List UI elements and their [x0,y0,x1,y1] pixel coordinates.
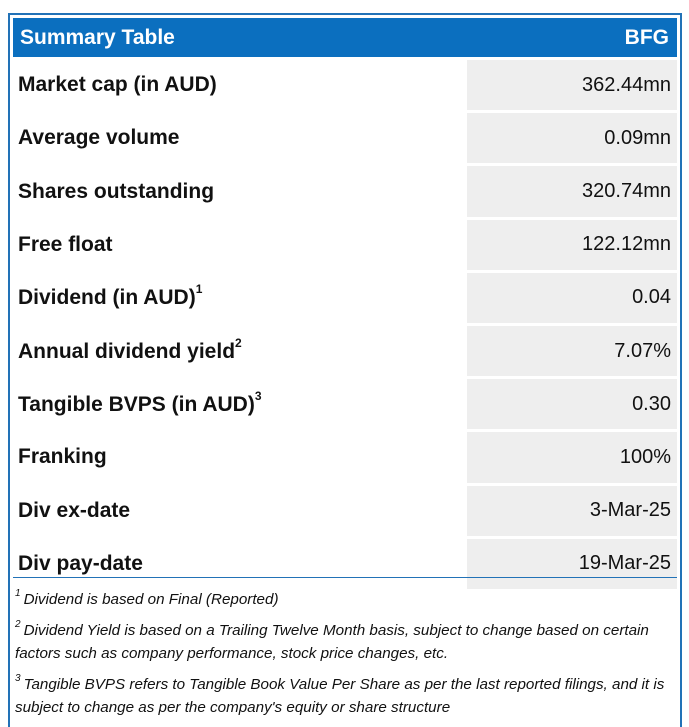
row-value: 3-Mar-25 [467,485,677,536]
row-label: Market cap (in AUD) [13,73,460,97]
summary-table: Summary Table BFG Market cap (in AUD) 36… [8,13,682,727]
footnote-marker: 1 [195,282,203,297]
table-row: Shares outstanding 320.74mn [13,166,677,217]
row-label: Div pay-date [13,552,460,576]
row-label-text: Div ex-date [18,498,131,522]
row-label: Dividend (in AUD)1 [13,282,460,310]
footnote-text: Dividend is based on Final (Reported) [23,591,279,609]
row-value: 0.30 [467,379,677,430]
row-label-text: Shares outstanding [18,179,215,203]
ticker-label: BFG [624,25,669,49]
row-label: Tangible BVPS (in AUD)3 [13,388,460,417]
divider [13,577,677,578]
row-label-text: Dividend (in AUD) [18,286,196,310]
table-title: Summary Table [20,25,175,49]
row-label-text: Tangible BVPS (in AUD) [18,392,255,416]
row-label: Annual dividend yield2 [13,335,460,364]
row-label: Shares outstanding [13,180,460,204]
row-label: Average volume [13,126,460,150]
row-value: 0.04 [467,272,677,324]
footnote-number: 3 [15,673,21,685]
table-row: Tangible BVPS (in AUD)3 0.30 [13,379,677,430]
row-label-text: Free float [18,232,113,256]
table-header: Summary Table BFG [13,18,677,57]
footnote-text: Tangible BVPS refers to Tangible Book Va… [15,676,665,717]
row-label-text: Average volume [18,126,180,150]
row-value: 7.07% [467,325,677,377]
footnote-marker: 2 [235,335,242,350]
footnote: 3 Tangible BVPS refers to Tangible Book V… [15,669,675,719]
table-row: Market cap (in AUD) 362.44mn [13,60,677,111]
table-row: Free float 122.12mn [13,219,677,270]
footnote: 1 Dividend is based on Final (Reported) [15,584,675,611]
row-label-text: Div pay-date [18,551,143,575]
table-row: Div ex-date 3-Mar-25 [13,485,677,536]
row-label-text: Annual dividend yield [18,339,236,363]
row-label: Free float [13,233,460,257]
row-value: 19-Mar-25 [467,538,677,589]
row-label-text: Franking [18,445,107,469]
table-row: Dividend (in AUD)1 0.04 [13,272,677,324]
row-value: 362.44mn [467,60,677,111]
table-row: Annual dividend yield2 7.07% [13,325,677,377]
footnote-marker: 3 [254,388,262,403]
footnote-text: Dividend Yield is based on a Trailing Tw… [15,622,649,663]
footnotes: 1 Dividend is based on Final (Reported) 2… [15,584,675,723]
table-row: Franking 100% [13,432,677,483]
row-label: Div ex-date [13,499,460,523]
row-value: 320.74mn [467,166,677,217]
row-value: 0.09mn [467,113,677,164]
footnote: 2 Dividend Yield is based on a Trailing T… [15,615,675,665]
table-row: Average volume 0.09mn [13,113,677,164]
row-label-text: Market cap (in AUD) [18,73,217,97]
table-body: Market cap (in AUD) 362.44mn Average vol… [13,60,677,592]
row-value: 122.12mn [467,219,677,270]
row-label: Franking [13,445,460,469]
footnote-number: 1 [15,588,21,599]
footnote-number: 2 [15,619,21,631]
row-value: 100% [467,432,677,483]
table-row: Div pay-date 19-Mar-25 [13,538,677,589]
